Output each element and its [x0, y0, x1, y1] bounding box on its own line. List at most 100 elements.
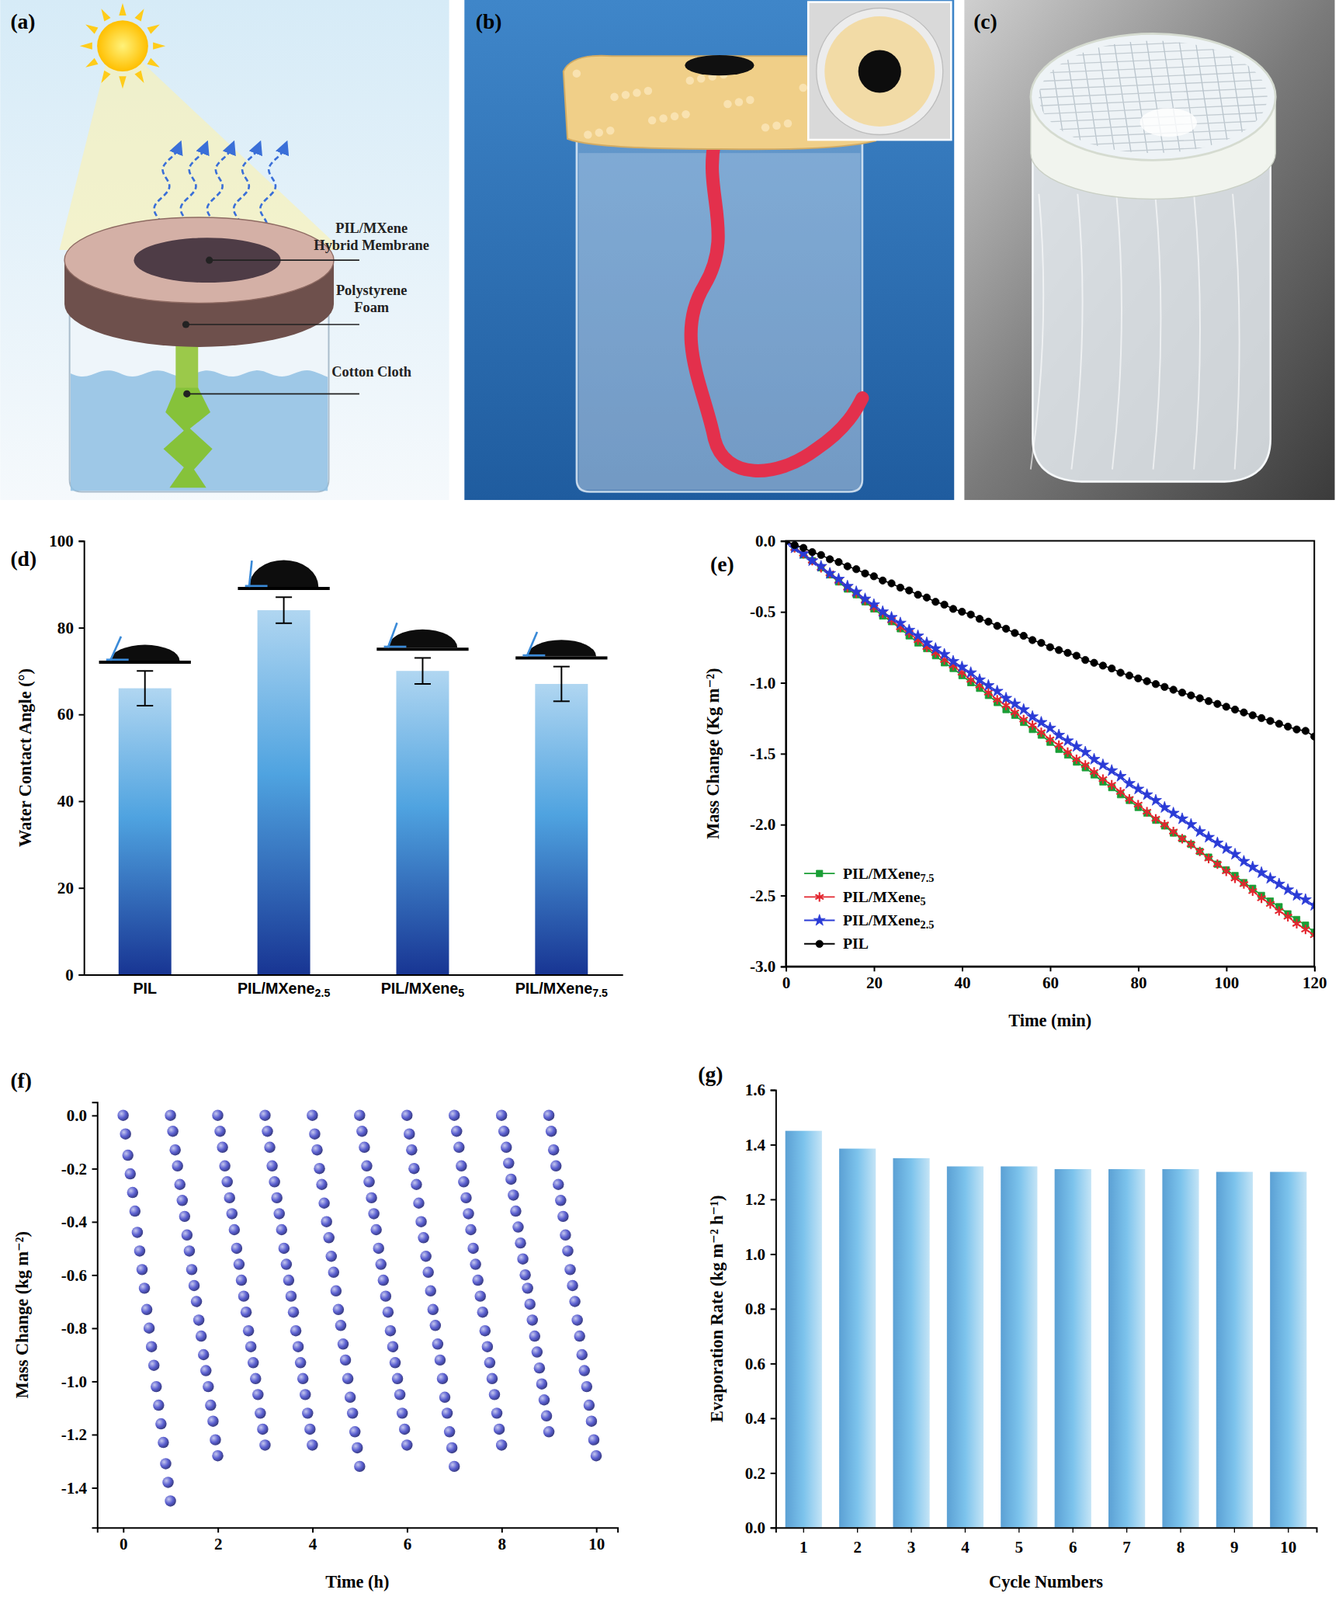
point — [245, 1341, 257, 1353]
tick-label: -0.8 — [61, 1318, 87, 1338]
point — [164, 1109, 176, 1121]
legend-entry: PIL/MXene2.5 — [804, 911, 934, 931]
droplet — [249, 559, 319, 587]
tick-label: -2.0 — [749, 815, 776, 834]
substrate — [376, 647, 469, 651]
marker — [867, 598, 880, 610]
tick-label: 40 — [953, 973, 971, 993]
point — [204, 1399, 216, 1411]
point — [493, 1423, 505, 1435]
point — [299, 1388, 311, 1400]
marker — [903, 624, 916, 635]
marker — [861, 569, 869, 577]
marker — [1009, 697, 1021, 709]
point — [339, 1354, 351, 1366]
tick: 0.6 — [745, 1354, 776, 1374]
sun-ray — [85, 24, 98, 35]
tick-mark — [1287, 1527, 1289, 1534]
point — [496, 1109, 507, 1121]
tick: -3.0 — [749, 957, 786, 976]
error-stem — [144, 670, 146, 706]
bar — [892, 1158, 930, 1528]
tick-label: PIL/MXene5 — [381, 979, 465, 1000]
marker — [1178, 833, 1187, 843]
droplet-icon — [237, 559, 330, 589]
point — [322, 1231, 334, 1243]
point — [378, 1274, 389, 1286]
tick: 0.8 — [745, 1299, 776, 1319]
point — [228, 1224, 240, 1235]
point — [181, 1229, 193, 1241]
point — [193, 1314, 205, 1326]
tick: 60 — [1042, 966, 1059, 993]
tick: -1.0 — [61, 1372, 98, 1392]
inset-dish — [816, 8, 944, 136]
legend-label: PIL — [842, 934, 869, 952]
marker — [1240, 708, 1248, 716]
tick-label: 8 — [498, 1534, 507, 1554]
point — [552, 1179, 564, 1190]
tick: 0.4 — [745, 1408, 776, 1428]
foam-texture — [772, 121, 781, 130]
point — [576, 1349, 588, 1360]
subscript: 2.5 — [920, 918, 935, 931]
tick: 4 — [960, 1527, 970, 1557]
point — [427, 1304, 439, 1315]
marker — [1096, 758, 1109, 770]
tick-mark — [92, 1327, 98, 1329]
tick-mark — [964, 1527, 966, 1534]
point — [401, 1439, 413, 1451]
tangent — [249, 560, 253, 587]
point — [238, 1290, 250, 1301]
axis-line — [84, 974, 624, 976]
net-line — [1177, 30, 1198, 164]
tick: PIL — [132, 974, 157, 997]
net-line — [1226, 30, 1247, 164]
marker — [1125, 672, 1133, 680]
point — [326, 1250, 337, 1262]
text-part: PIL/MXene — [842, 911, 921, 929]
tick: 5 — [1015, 1527, 1024, 1557]
net-line — [1030, 96, 1276, 107]
series-line — [785, 541, 1315, 933]
tick-label: 100 — [48, 531, 74, 551]
marker — [1187, 691, 1195, 699]
tick-label: 0.4 — [745, 1408, 767, 1428]
error-bar — [414, 657, 431, 684]
tick-mark — [770, 1198, 777, 1201]
series — [785, 541, 1315, 936]
legend-label: PIL/MXene5 — [842, 888, 927, 908]
point — [439, 1391, 451, 1403]
marker — [1099, 662, 1107, 670]
point — [353, 1109, 365, 1121]
marker — [914, 590, 922, 598]
series — [543, 1109, 602, 1461]
marker — [1063, 747, 1072, 757]
tick-label: 1.4 — [745, 1135, 767, 1155]
marker — [1169, 826, 1178, 837]
tick: 1.2 — [745, 1189, 776, 1209]
marker — [982, 679, 995, 691]
point — [254, 1407, 266, 1419]
bar — [1000, 1165, 1038, 1527]
point — [235, 1274, 247, 1286]
point — [523, 1298, 535, 1310]
bar — [1054, 1169, 1092, 1528]
leader-line — [209, 259, 360, 261]
plot-area — [785, 1130, 1308, 1528]
sun-ray — [118, 76, 126, 89]
point — [287, 1306, 299, 1318]
point — [450, 1125, 462, 1137]
marker — [1019, 631, 1027, 639]
label-line: Cotton Cloth — [331, 364, 412, 380]
subscript: 7.5 — [592, 986, 608, 1000]
axis: PILPIL/MXene2.5PIL/MXene5PIL/MXene7.5 — [84, 974, 624, 1000]
tick: 0.0 — [755, 531, 786, 551]
series — [259, 1109, 318, 1451]
marker — [841, 579, 854, 591]
tick-label: 0.6 — [745, 1354, 766, 1374]
tick: 60 — [57, 704, 84, 724]
foam-texture — [610, 93, 619, 102]
point — [507, 1189, 519, 1201]
marker — [1283, 722, 1291, 730]
